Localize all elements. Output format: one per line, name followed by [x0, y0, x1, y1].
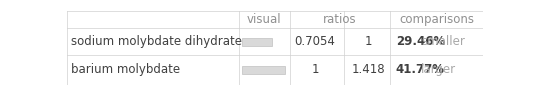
Text: barium molybdate: barium molybdate [71, 63, 180, 76]
Text: larger: larger [422, 63, 456, 76]
Text: 1.418: 1.418 [351, 63, 385, 76]
Text: 1: 1 [365, 35, 372, 48]
Text: 1: 1 [311, 63, 319, 76]
Text: sodium molybdate dihydrate: sodium molybdate dihydrate [71, 35, 242, 48]
Text: 0.7054: 0.7054 [295, 35, 336, 48]
Bar [242, 66, 285, 74]
Text: visual: visual [247, 13, 282, 26]
Bar [242, 38, 272, 46]
Text: 41.77%: 41.77% [396, 63, 445, 76]
Text: comparisons: comparisons [399, 13, 474, 26]
Text: 29.46%: 29.46% [396, 35, 445, 48]
Text: smaller: smaller [422, 35, 465, 48]
Text: ratios: ratios [323, 13, 357, 26]
